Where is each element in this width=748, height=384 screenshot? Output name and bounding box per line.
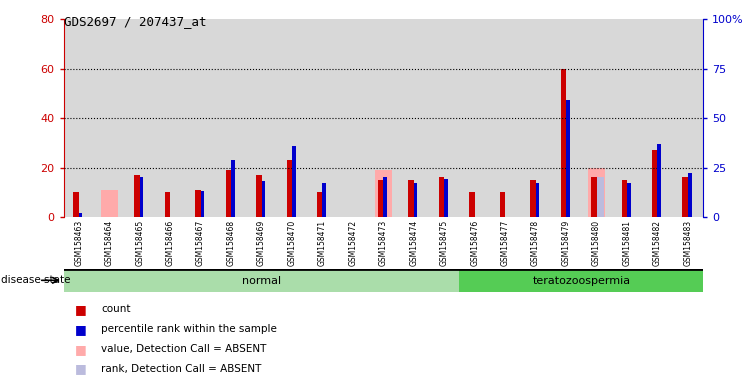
Text: rank, Detection Call = ABSENT: rank, Detection Call = ABSENT: [101, 364, 261, 374]
Bar: [165, 192, 170, 217]
Bar: [469, 192, 475, 217]
Bar: [262, 181, 266, 217]
Bar: [195, 190, 200, 217]
Bar: [292, 146, 295, 217]
Bar: [375, 170, 392, 217]
Bar: [286, 160, 292, 217]
Text: ■: ■: [75, 362, 87, 376]
Bar: [682, 177, 688, 217]
Bar: [591, 177, 596, 217]
Bar: [73, 192, 79, 217]
Bar: [200, 191, 204, 217]
Bar: [231, 160, 235, 217]
Bar: [408, 180, 414, 217]
Bar: [322, 183, 326, 217]
Bar: [657, 144, 661, 217]
Bar: [652, 150, 657, 217]
Bar: [459, 269, 703, 292]
Bar: [688, 174, 692, 217]
Bar: [383, 177, 387, 217]
Bar: [530, 180, 536, 217]
Bar: [500, 192, 505, 217]
Bar: [596, 177, 604, 217]
Text: teratozoospermia: teratozoospermia: [533, 276, 631, 286]
Bar: [588, 167, 605, 217]
Bar: [560, 69, 566, 217]
Bar: [444, 179, 448, 217]
Bar: [627, 183, 631, 217]
Bar: [439, 177, 444, 217]
Text: ■: ■: [75, 323, 87, 336]
Text: normal: normal: [242, 276, 281, 286]
Text: disease state: disease state: [1, 275, 71, 285]
Bar: [414, 183, 417, 217]
Bar: [140, 177, 144, 217]
Bar: [226, 170, 231, 217]
Bar: [134, 175, 140, 217]
Text: ■: ■: [75, 343, 87, 356]
Text: ■: ■: [75, 303, 87, 316]
Bar: [317, 192, 322, 217]
Bar: [256, 175, 262, 217]
Text: GDS2697 / 207437_at: GDS2697 / 207437_at: [64, 15, 206, 28]
Text: count: count: [101, 304, 130, 314]
Bar: [536, 183, 539, 217]
Text: value, Detection Call = ABSENT: value, Detection Call = ABSENT: [101, 344, 266, 354]
Bar: [64, 269, 459, 292]
Bar: [79, 213, 82, 217]
Bar: [566, 100, 570, 217]
Bar: [622, 180, 627, 217]
Bar: [378, 180, 383, 217]
Bar: [101, 190, 117, 217]
Text: percentile rank within the sample: percentile rank within the sample: [101, 324, 277, 334]
